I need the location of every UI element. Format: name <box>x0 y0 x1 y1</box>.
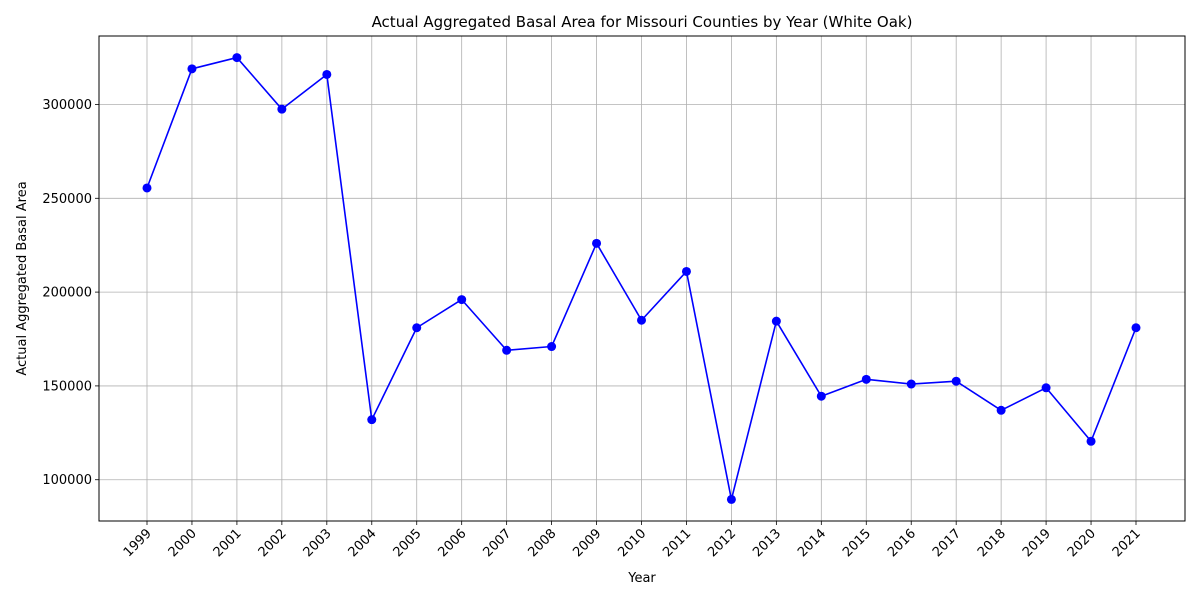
data-point <box>861 374 871 384</box>
y-tick-label: 150000 <box>42 379 92 394</box>
data-point <box>367 415 377 425</box>
data-point <box>322 69 332 79</box>
data-point <box>457 295 467 305</box>
data-point <box>1041 383 1051 393</box>
data-point <box>547 342 557 352</box>
chart-title: Actual Aggregated Basal Area for Missour… <box>372 13 913 31</box>
plot-area-frame <box>98 35 1186 522</box>
y-tick-label: 300000 <box>42 98 92 113</box>
data-point <box>232 53 242 63</box>
data-point <box>816 391 826 401</box>
data-point <box>726 494 736 504</box>
y-axis-label: Actual Aggregated Basal Area <box>15 181 30 375</box>
y-tick-label: 100000 <box>42 473 92 488</box>
data-point <box>681 266 691 276</box>
y-axis-ticks: 100000 150000 200000 250000 300000 <box>42 98 99 488</box>
data-point <box>412 323 422 333</box>
data-point <box>996 405 1006 415</box>
data-point <box>592 238 602 248</box>
y-tick-label: 200000 <box>42 286 92 301</box>
data-point <box>1131 323 1141 333</box>
data-point <box>637 315 646 325</box>
data-point <box>187 64 197 74</box>
x-axis-label: Year <box>627 571 656 586</box>
data-point <box>906 379 916 389</box>
data-point <box>1086 436 1096 446</box>
data-point <box>951 376 961 386</box>
y-tick-label: 250000 <box>42 192 92 207</box>
grid-lines <box>99 36 1185 521</box>
data-point <box>502 345 512 355</box>
series-layer <box>142 53 1141 504</box>
data-point <box>142 183 152 193</box>
data-point <box>771 316 781 326</box>
data-point <box>277 104 287 114</box>
